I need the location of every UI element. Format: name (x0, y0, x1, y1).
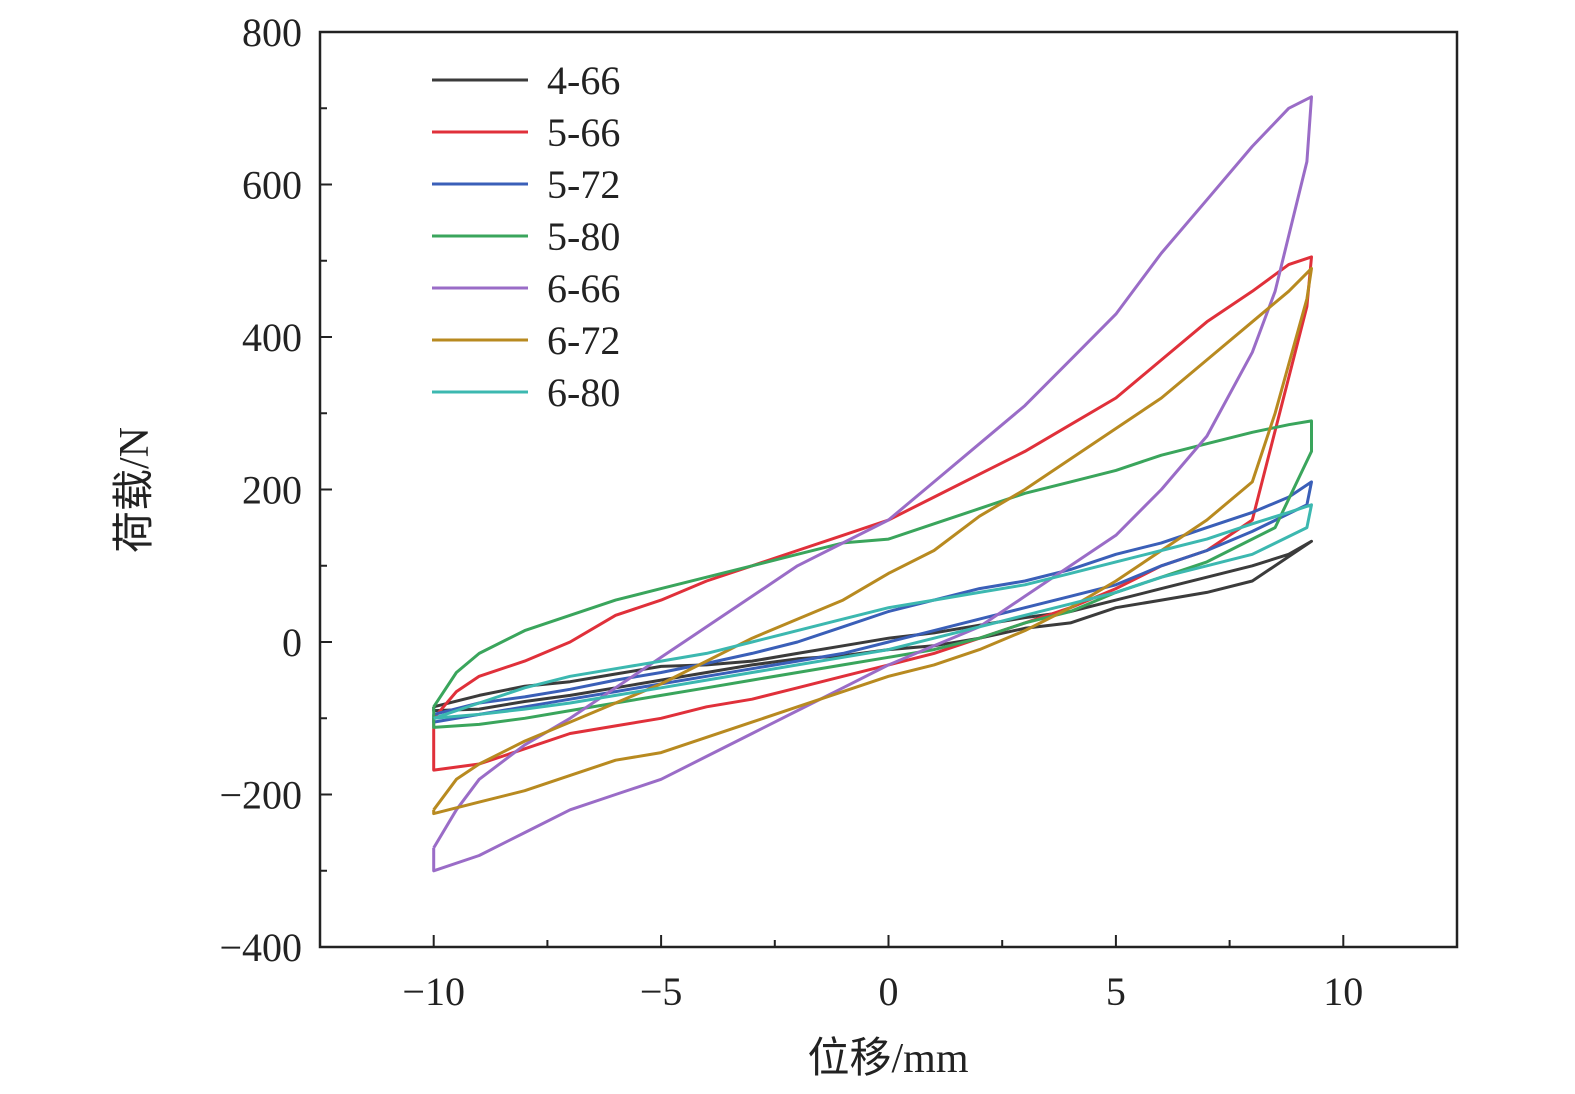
legend-label: 6-72 (547, 318, 620, 363)
x-tick-label: 0 (879, 969, 899, 1014)
series-line-5-72 (432, 480, 1313, 724)
y-tick-label: −200 (219, 773, 302, 818)
series-line-5-66 (432, 255, 1313, 772)
x-tick-label: 10 (1323, 969, 1363, 1014)
x-axis-ticks: −10 −5 0 5 10 (402, 935, 1363, 1014)
legend-label: 6-66 (547, 266, 620, 311)
series-line-6-80 (433, 503, 1313, 720)
series-layer (432, 95, 1313, 873)
series-line-4-66 (432, 539, 1313, 713)
series-line-5-80 (432, 419, 1313, 729)
plot-frame (318, 30, 1459, 949)
series-line-6-72 (432, 266, 1313, 816)
y-tick-label: 800 (242, 10, 302, 55)
legend-label: 5-80 (547, 214, 620, 259)
legend-label: 5-66 (547, 110, 620, 155)
x-tick-label: −5 (640, 969, 683, 1014)
y-tick-label: 0 (282, 620, 302, 665)
legend-label: 5-72 (547, 162, 620, 207)
x-tick-label: 5 (1106, 969, 1126, 1014)
legend-label: 6-80 (547, 370, 620, 415)
y-axis-title: 荷载/N (112, 427, 158, 553)
y-tick-label: 200 (242, 468, 302, 513)
y-tick-label: 400 (242, 315, 302, 360)
y-tick-label: −400 (219, 925, 302, 970)
x-axis-title: 位移/mm (807, 1035, 968, 1082)
x-tick-label: −10 (402, 969, 465, 1014)
legend-label: 4-66 (547, 58, 620, 103)
y-tick-label: 600 (242, 163, 302, 208)
y-axis-ticks: −400 −200 0 200 400 600 800 (219, 10, 332, 970)
series-line-6-66 (432, 95, 1313, 873)
legend: 4-66 5-66 5-72 5-80 6-66 6-72 6-80 (432, 58, 620, 415)
